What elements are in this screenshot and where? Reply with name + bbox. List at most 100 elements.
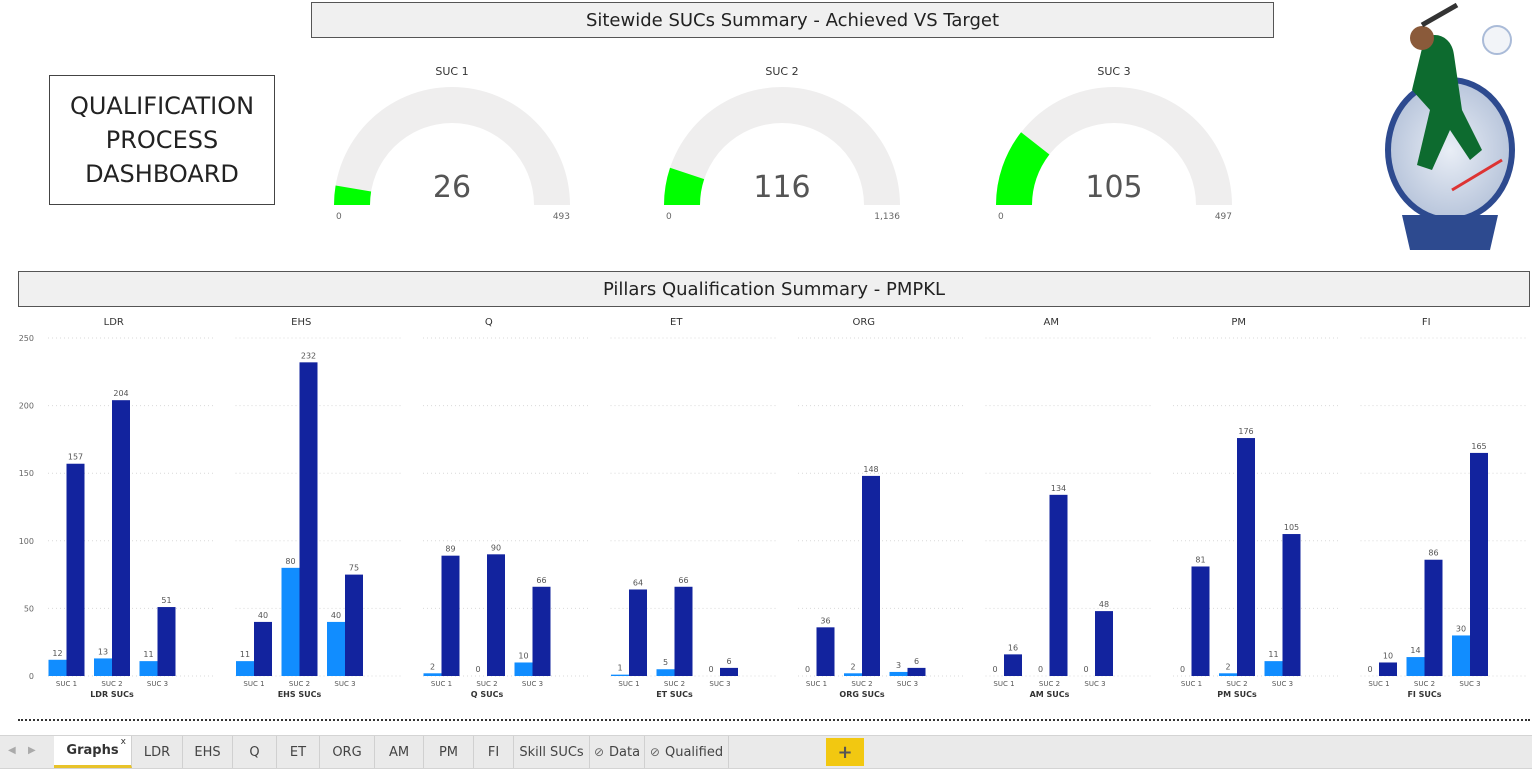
bar-target[interactable] <box>862 475 880 676</box>
x-tick-label: SUC 2 <box>1414 680 1435 688</box>
bar-target[interactable] <box>157 607 176 676</box>
x-tick-label: SUC 1 <box>993 680 1014 688</box>
bar-target[interactable] <box>816 627 835 676</box>
x-tick-label: SUC 2 <box>101 680 122 688</box>
pillar-panel-fi[interactable]: FI 0 10 SUC 1 14 86 SUC 2 30 165 SUC 3 FI SUCs <box>1360 317 1527 699</box>
pillar-title: AM <box>1044 317 1059 328</box>
bar-target[interactable] <box>1004 654 1022 676</box>
bar-target[interactable] <box>1470 452 1488 676</box>
x-tick-label: SUC 3 <box>1084 680 1105 688</box>
pillar-title: EHS <box>291 317 311 328</box>
tab-org[interactable]: ORG <box>320 736 375 768</box>
tab-q[interactable]: Q <box>233 736 277 768</box>
bar-achieved[interactable] <box>1452 635 1470 676</box>
bar-target[interactable] <box>345 574 363 676</box>
bar-achieved[interactable] <box>327 621 345 676</box>
x-tick-label: SUC 3 <box>709 680 730 688</box>
bar-target[interactable] <box>1237 438 1255 676</box>
pillar-panel-et[interactable]: ET 1 64 SUC 1 5 66 SUC 2 0 6 SUC 3 ET SUCs <box>610 317 777 699</box>
bar-target[interactable] <box>299 362 318 676</box>
gauge-suc-3[interactable]: SUC 3 105 0 497 <box>984 55 1244 235</box>
bar-achieved[interactable] <box>423 673 442 676</box>
pillar-panel-pm[interactable]: PM 0 81 SUC 1 2 176 SUC 2 11 105 SUC 3 PM SUCs <box>1173 317 1339 699</box>
gauge-track <box>334 87 570 205</box>
pillar-panel-ehs[interactable]: EHS 11 40 SUC 1 80 232 SUC 2 40 75 SUC 3 EHS SUCs <box>235 317 402 699</box>
tab-ldr[interactable]: LDR <box>132 736 183 768</box>
bar-target-label: 10 <box>1383 651 1393 660</box>
bar-target[interactable] <box>674 586 693 676</box>
tab-ehs[interactable]: EHS <box>183 736 233 768</box>
gauge-suc-2[interactable]: SUC 2 116 0 1,136 <box>652 55 912 235</box>
bar-achieved[interactable] <box>514 662 533 676</box>
bar-achieved[interactable] <box>1406 657 1425 676</box>
x-tick-label: SUC 1 <box>618 680 639 688</box>
hidden-eye-icon: ⊘ <box>649 745 660 759</box>
tab-et[interactable]: ET <box>277 736 320 768</box>
bar-target[interactable] <box>254 621 272 676</box>
bar-target[interactable] <box>907 667 926 676</box>
bar-achieved-label: 30 <box>1456 624 1466 633</box>
bar-achieved-label: 0 <box>992 665 997 674</box>
bar-target[interactable] <box>441 555 460 676</box>
tab-qualified[interactable]: ⊘ Qualified <box>645 736 729 768</box>
bar-target-label: 64 <box>633 578 643 587</box>
tab-label: Skill SUCs <box>519 744 584 760</box>
gauge-track <box>664 87 900 205</box>
bar-achieved[interactable] <box>844 673 862 676</box>
bar-target[interactable] <box>1424 559 1443 676</box>
bar-target[interactable] <box>487 554 505 676</box>
bar-target[interactable] <box>1095 611 1113 676</box>
tab-pm[interactable]: PM <box>424 736 474 768</box>
bar-target-label: 66 <box>536 576 546 585</box>
tab-skill-sucs[interactable]: Skill SUCs <box>514 736 590 768</box>
pillar-panel-ldr[interactable]: LDR 12 157 SUC 1 13 204 SUC 2 11 51 SUC 3 LDR SUCs <box>48 317 214 699</box>
y-tick-label: 0 <box>29 672 34 681</box>
pillars-bar-charts[interactable]: 0 50 100 150 200 250 LDR 12 157 SUC 1 13 204 SUC 2 11… <box>0 310 1532 710</box>
bar-target-label: 48 <box>1099 600 1109 609</box>
bar-achieved[interactable] <box>889 671 908 676</box>
bar-achieved[interactable] <box>236 661 254 676</box>
bar-target[interactable] <box>1191 566 1210 676</box>
page-tab-bar: ◀ ▶ Graphs x LDR EHS Q ET ORG AM PM FI Skill SUCs ⊘… <box>0 735 1532 769</box>
bar-target[interactable] <box>66 463 85 676</box>
gauge-title: SUC 2 <box>765 65 798 78</box>
tab-label: LDR <box>143 744 171 760</box>
gauge-suc-1[interactable]: SUC 1 26 0 493 <box>322 55 582 235</box>
bar-target[interactable] <box>720 667 738 676</box>
gauge-svg: SUC 2 116 0 1,136 <box>664 65 900 222</box>
bar-achieved[interactable] <box>656 669 675 676</box>
y-tick-label: 50 <box>24 604 34 613</box>
prev-page-arrow-icon[interactable]: ◀ <box>8 745 16 756</box>
pillar-panel-q[interactable]: Q 2 89 SUC 1 0 90 SUC 2 10 66 SUC 3 Q SUCs <box>423 317 589 699</box>
y-tick-label: 200 <box>19 402 34 411</box>
x-tick-label: SUC 3 <box>1272 680 1293 688</box>
next-page-arrow-icon[interactable]: ▶ <box>28 745 36 756</box>
tab-am[interactable]: AM <box>375 736 424 768</box>
bar-target[interactable] <box>1282 534 1301 676</box>
tab-fi[interactable]: FI <box>474 736 514 768</box>
bar-target[interactable] <box>629 589 647 676</box>
bar-achieved[interactable] <box>48 659 67 676</box>
bar-target[interactable] <box>532 586 551 676</box>
bar-target[interactable] <box>112 400 130 676</box>
add-page-button[interactable]: + <box>826 738 864 766</box>
x-tick-label: SUC 2 <box>1039 680 1060 688</box>
bar-achieved[interactable] <box>139 661 158 676</box>
bar-achieved[interactable] <box>611 674 629 676</box>
pillar-x-axis-label: Q SUCs <box>471 690 504 699</box>
bar-target[interactable] <box>1049 494 1068 676</box>
bar-achieved[interactable] <box>281 567 300 676</box>
bar-achieved[interactable] <box>1264 661 1283 676</box>
tab-data[interactable]: ⊘ Data <box>590 736 645 768</box>
bar-target[interactable] <box>1379 662 1397 676</box>
cricket-player-logo-icon <box>1362 0 1532 262</box>
bar-achieved[interactable] <box>1219 673 1237 676</box>
pillar-title: ORG <box>852 317 875 328</box>
pillar-panel-am[interactable]: AM 0 16 SUC 1 0 134 SUC 2 0 48 SUC 3 AM SUCs <box>985 317 1152 699</box>
bar-achieved[interactable] <box>94 658 112 676</box>
bar-target-label: 134 <box>1051 484 1066 493</box>
close-tab-icon[interactable]: x <box>120 737 126 747</box>
tab-label: ORG <box>332 744 362 760</box>
tab-graphs[interactable]: Graphs x <box>54 736 132 768</box>
